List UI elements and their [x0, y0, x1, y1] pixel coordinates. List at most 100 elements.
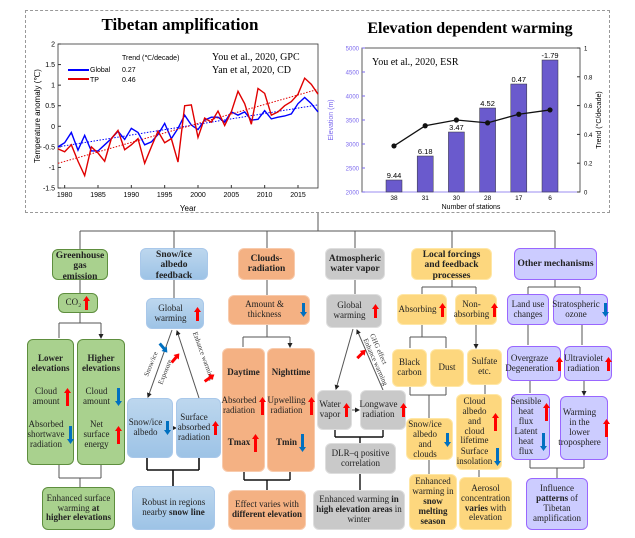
red-up-arrow-icon — [543, 402, 551, 421]
box-text: Stratospheric ozone — [552, 298, 600, 320]
box-text: DLR–q positive correlation — [328, 448, 393, 469]
box-row: Snow/ice albedo feedback — [143, 250, 205, 281]
box-text: Enhanced warming in snow melting season — [412, 476, 454, 526]
box-row: Greenhouse gas emission — [55, 251, 105, 282]
x-tick-label: 2000 — [190, 192, 206, 199]
box-row: Stratospheric ozone — [552, 298, 609, 320]
blue-down-arrow-icon — [601, 302, 609, 317]
box-text: Amount & thickness — [231, 299, 298, 320]
box-wv-result: Enhanced warming in high elevation areas… — [313, 490, 405, 530]
x-tick-label: 1980 — [57, 192, 73, 199]
box-text: Tmin — [276, 437, 297, 448]
box-text: Black carbon — [395, 357, 424, 378]
y-tick-label: 0.5 — [45, 103, 55, 110]
text-segment: Effect varies with — [235, 499, 299, 510]
box-cloud-amt: Amount & thickness — [228, 295, 310, 325]
red-up-arrow-icon — [555, 356, 563, 371]
box-row: Surface insolation — [456, 446, 502, 467]
box-text: Absorbed radiation — [222, 395, 257, 416]
box-row: Water vapor — [319, 399, 350, 420]
box-text: Snow/ice albedo — [129, 417, 163, 438]
box-row: Cloud amount — [80, 386, 122, 407]
text-segment: Surface insolation — [456, 446, 493, 467]
box-heatflux: Sensible heat flux Latent heat flux — [511, 394, 551, 460]
bar-value-label: 4.52 — [480, 99, 495, 108]
legend-trend-global: 0.27 — [122, 67, 136, 74]
text-segment: in winter — [347, 504, 402, 524]
box-row: Tmin — [276, 433, 306, 452]
red-up-arrow-icon — [115, 425, 122, 444]
box-row: Snow/ice albedo — [129, 417, 172, 438]
blue-down-arrow-icon — [164, 421, 172, 435]
red-up-arrow-icon — [342, 403, 350, 417]
text-segment: Surface absorbed radiation — [177, 412, 211, 442]
box-text: Greenhouse gas emission — [55, 251, 105, 282]
bar — [541, 59, 559, 193]
box-text: Global warming — [329, 300, 370, 321]
box-row: Sulfate etc. — [470, 356, 499, 377]
text-segment: Dust — [438, 362, 456, 373]
box-text: Water vapor — [319, 399, 340, 420]
x-category-label: 28 — [484, 195, 492, 202]
box-wv-gw: Global warming — [326, 294, 382, 328]
charts-frame — [25, 10, 610, 213]
y-tick-label: -1 — [49, 165, 55, 172]
text-segment: Stratospheric ozone — [552, 298, 600, 319]
bar — [510, 83, 528, 193]
box-text: Sensible heat flux — [511, 396, 542, 427]
box-other-result: Influence patterns of Tibetan amplificat… — [526, 478, 588, 530]
box-text: Absorbed shortwave radiation — [27, 419, 65, 450]
bar-value-label: -1.79 — [541, 51, 558, 60]
box-cloud-title: Clouds-radiation — [238, 248, 295, 280]
box-row: Atmospheric water vapor — [328, 254, 382, 275]
box-row: Robust in regions nearby snow line — [135, 497, 212, 518]
trend-point — [547, 107, 553, 113]
bar — [448, 131, 465, 193]
box-row: Global warming — [329, 300, 379, 321]
text-segment: Absorbed shortwave radiation — [27, 419, 65, 449]
y-tick-label: 3000 — [346, 143, 360, 149]
box-text: Ultraviolet radiation — [564, 353, 603, 374]
blue-down-arrow-icon — [540, 433, 547, 452]
box-row: Surface absorbed radiation — [177, 412, 220, 443]
blue-down-arrow-icon — [66, 425, 74, 444]
box-dust: Dust — [430, 349, 464, 387]
box-ghg-result: Enhanced surface warming at higher eleva… — [42, 487, 115, 530]
y-tick-label: 2 — [51, 42, 55, 49]
box-snow-title: Snow/ice albedo feedback — [140, 248, 208, 281]
box-row: Global warming — [149, 303, 201, 324]
box-nighttime: Nighttime Upwelling radiation Tmin — [267, 348, 315, 472]
y2-tick-label: 0.4 — [584, 133, 593, 139]
box-row: Land use changes — [510, 299, 546, 320]
box-sulfate: Sulfate etc. — [467, 349, 502, 385]
bar-value-label: 6.18 — [418, 147, 433, 156]
x-tick-label: 1985 — [90, 192, 106, 199]
box-row: Black carbon — [395, 357, 424, 378]
box-text: Warming in the lower troposphere — [558, 407, 601, 448]
y-tick-label: 2500 — [346, 167, 360, 173]
text-segment: Robust in regions nearby — [141, 497, 206, 517]
text-segment: Upwelling radiation — [267, 395, 306, 415]
box-row: Absorbed radiation — [222, 395, 266, 416]
text-segment: CO₂ — [65, 297, 82, 308]
red-up-arrow-icon — [258, 396, 266, 415]
y-tick-label: -0.5 — [43, 144, 55, 151]
x-tick-label: 1990 — [124, 192, 140, 199]
text-segment: Non-absorbing — [453, 298, 490, 319]
box-higher: Higher elevations Cloud amount Net surface… — [77, 339, 125, 465]
y2-tick-label: 1 — [584, 47, 588, 53]
red-up-arrow-icon — [372, 304, 379, 318]
blue-down-arrow-icon — [115, 388, 122, 407]
trend-point — [391, 143, 397, 149]
bar-value-label: 0.47 — [511, 75, 526, 84]
box-text: Net surface energy — [80, 419, 113, 450]
box-row: Daytime — [227, 367, 260, 378]
x-category-label: 6 — [548, 195, 552, 202]
text-segment: Overgraze Degeneration — [505, 352, 554, 373]
legend-label-tp: TP — [90, 77, 99, 84]
text-segment: Snow/ice albedo and clouds — [408, 419, 442, 459]
legend-label-global: Global — [90, 67, 111, 74]
text-segment: varies — [464, 502, 488, 513]
